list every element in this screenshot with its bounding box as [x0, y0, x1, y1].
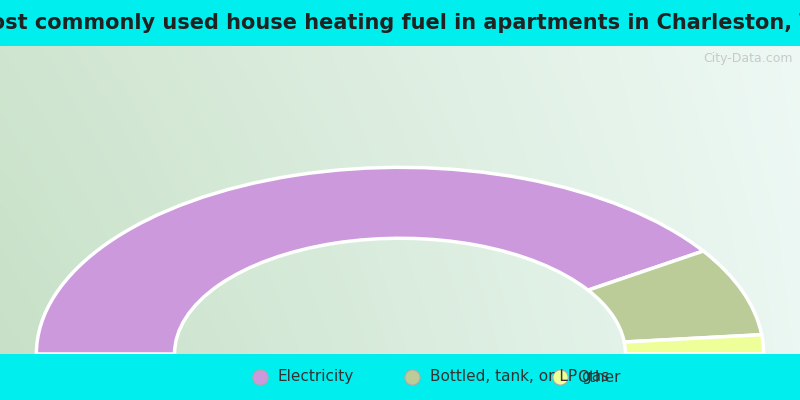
Wedge shape [624, 335, 764, 354]
Text: Other: Other [578, 370, 621, 384]
Wedge shape [588, 251, 762, 342]
Text: Bottled, tank, or LP gas: Bottled, tank, or LP gas [430, 370, 609, 384]
Text: Electricity: Electricity [278, 370, 354, 384]
Text: City-Data.com: City-Data.com [703, 52, 793, 65]
Text: Most commonly used house heating fuel in apartments in Charleston, TN: Most commonly used house heating fuel in… [0, 13, 800, 33]
Wedge shape [36, 167, 703, 354]
